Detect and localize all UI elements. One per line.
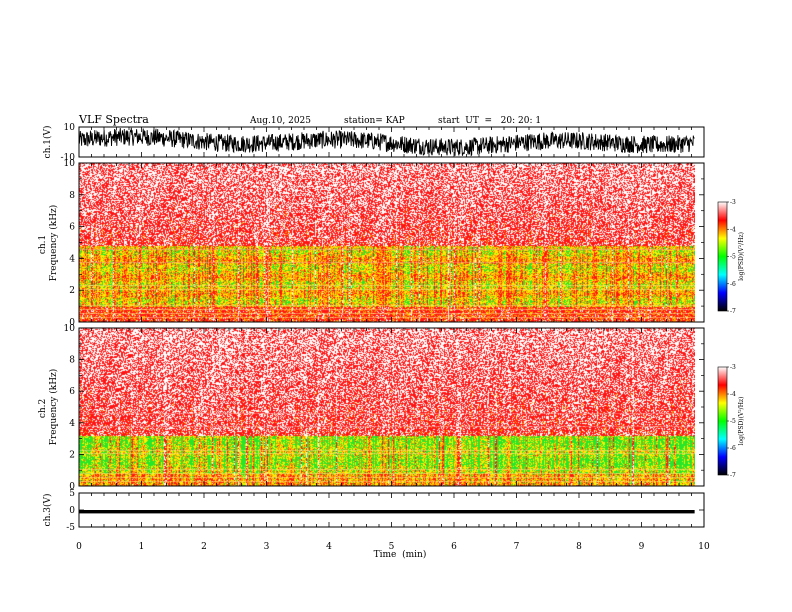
ch1-spectrogram-panel: 0 2 4 6 8 10 ch.1 Frequency (kHz): [38, 159, 705, 328]
colorbar-scale: [717, 366, 728, 476]
ch1-spectrogram-image: [79, 163, 695, 322]
ch1-colorbar: -3 -4 -5 -6 -7 log(PSD)(V²/Hz): [717, 199, 745, 315]
y-tick-label: 4: [69, 419, 75, 429]
colorbar-label: log(PSD)(V²/Hz): [738, 397, 745, 446]
x-tick-label: 0: [76, 542, 82, 552]
colorbar-tick-label: -4: [730, 226, 736, 233]
ch2-spectrogram-ylabel: ch.2 Frequency (kHz): [38, 369, 59, 446]
y-tick-label: 5: [69, 489, 75, 499]
x-tick-labels: 0 1 2 3 4 5 6 7 8 9 10: [76, 542, 710, 552]
colorbar-tick-label: -7: [730, 472, 736, 479]
ch1-waveform-line: [78, 127, 695, 157]
y-tick-label: 10: [64, 123, 76, 133]
colorbar-tick-label: -6: [730, 281, 736, 288]
colorbar-tick-label: -3: [730, 364, 736, 371]
ch1-spectrogram-ylabel: ch.1 Frequency (kHz): [38, 205, 59, 282]
ch2-spectrogram-image: [79, 328, 695, 486]
x-tick-label: 6: [451, 542, 457, 552]
y-tick-label: 8: [69, 356, 75, 366]
spectrogram-raster: [79, 328, 695, 486]
ch1-voltage-ylabel: ch.1(V): [42, 126, 53, 159]
ch3-waveform-panel: 5 0 -5 ch.3(V): [42, 489, 705, 533]
x-tick-label: 3: [264, 542, 270, 552]
x-tick-label: 5: [389, 542, 395, 552]
x-axis-label: Time (min): [374, 549, 427, 560]
x-tick-label: 9: [639, 542, 645, 552]
y-tick-label: -10: [61, 153, 76, 163]
ch3-waveform-band: [79, 510, 695, 514]
y-tick-label: 10: [64, 324, 76, 334]
y-tick-label: 0: [69, 506, 75, 516]
date-label: Aug.10, 2025: [249, 116, 311, 126]
ch3-voltage-ylabel: ch.3(V): [42, 494, 53, 527]
ch1-ylabel-line1: ch.1: [38, 235, 48, 254]
ch2-ylabel-line2: Frequency (kHz): [48, 369, 59, 446]
y-tick-label: 8: [69, 191, 75, 201]
colorbar-tick-label: -4: [730, 391, 736, 398]
y-tick-label: 4: [69, 254, 75, 264]
colorbar-tick-label: -6: [730, 445, 736, 452]
station-label: station= KAP: [344, 116, 405, 126]
colorbar-tick-label: -3: [730, 199, 736, 206]
figure-title: VLF Spectra: [78, 113, 149, 126]
x-tick-label: 2: [201, 542, 207, 552]
x-tick-label: 10: [698, 542, 710, 552]
ch2-colorbar: -3 -4 -5 -6 -7 log(PSD)(V²/Hz): [717, 364, 745, 479]
ch2-spectrogram-panel: 0 2 4 6 8 10 ch.2 Frequency (kHz): [38, 324, 705, 492]
x-tick-label: 7: [514, 542, 520, 552]
ch1-waveform-panel: 10 -10 ch.1(V): [42, 123, 705, 163]
y-tick-label: 0: [69, 482, 75, 492]
start-ut-label: start UT = 20: 20: 1: [438, 116, 541, 126]
ch2-ylabel-line1: ch.2: [38, 399, 48, 418]
y-tick-label: 2: [69, 450, 75, 460]
y-tick-label: 6: [69, 223, 75, 233]
colorbar-tick-label: -5: [730, 254, 736, 261]
y-tick-label: 0: [69, 318, 75, 328]
colorbar-tick-label: -7: [730, 308, 736, 315]
ch1-ylabel-line2: Frequency (kHz): [48, 205, 59, 282]
colorbar-label: log(PSD)(V²/Hz): [738, 232, 745, 281]
y-tick-label: 6: [69, 387, 75, 397]
spectrogram-raster: [79, 163, 695, 322]
x-tick-label: 8: [576, 542, 582, 552]
x-tick-label: 1: [139, 542, 145, 552]
colorbar-tick-label: -5: [730, 418, 736, 425]
y-tick-label: 10: [64, 159, 76, 169]
y-tick-label: -5: [66, 523, 75, 533]
colorbar-scale: [717, 201, 728, 312]
y-tick-label: 2: [69, 286, 75, 296]
x-tick-label: 4: [326, 542, 332, 552]
